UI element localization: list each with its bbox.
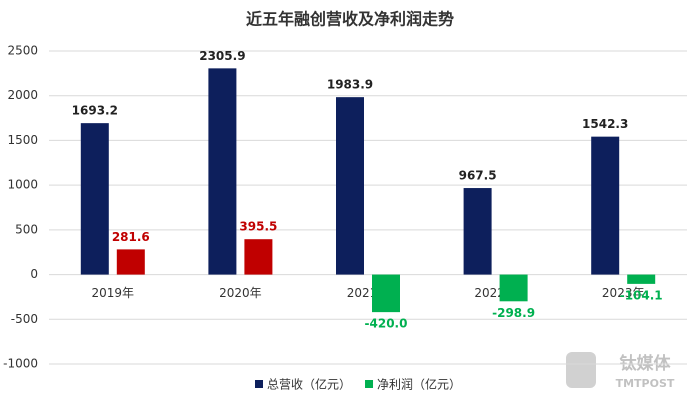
bar	[372, 274, 400, 313]
bar	[116, 249, 145, 275]
value-label: 1693.2	[72, 104, 118, 118]
y-tick-label: 2500	[7, 44, 38, 58]
value-label: 967.5	[459, 169, 497, 183]
y-tick-label: 1500	[7, 133, 38, 147]
y-tick-label: 2000	[7, 88, 38, 102]
bar	[591, 136, 620, 275]
y-tick-label: 1000	[7, 178, 38, 192]
legend-label: 总营收（亿元）	[267, 377, 351, 392]
x-tick-label: 2020年	[219, 286, 262, 300]
legend-swatch	[365, 380, 374, 388]
bar	[627, 274, 656, 284]
value-label: 1983.9	[327, 78, 373, 92]
bar	[208, 68, 237, 275]
value-label: -420.0	[365, 317, 408, 331]
value-label: 395.5	[239, 220, 277, 234]
value-label: -104.1	[620, 288, 663, 302]
value-label: 281.6	[112, 230, 150, 244]
bar	[336, 97, 364, 275]
bar	[244, 239, 273, 275]
y-tick-label: -1000	[3, 357, 38, 371]
x-tick-label: 2023年	[602, 286, 645, 300]
watermark: 钛媒体 TMTPOST	[566, 352, 675, 390]
y-tick-label: 0	[30, 267, 38, 281]
watermark-icon	[566, 352, 596, 388]
y-tick-label: 500	[15, 222, 38, 236]
bar	[463, 188, 492, 275]
y-tick-label: -500	[11, 312, 38, 326]
chart-title: 近五年融创营收及净利润走势	[246, 10, 454, 29]
legend-swatch	[255, 380, 263, 388]
value-label: 1542.3	[582, 117, 628, 131]
value-label: 2305.9	[199, 49, 245, 63]
bar	[499, 274, 528, 302]
legend-label: 净利润（亿元）	[377, 377, 461, 392]
watermark-sub: TMTPOST	[616, 377, 675, 390]
bar	[80, 123, 109, 275]
value-label: -298.9	[492, 306, 535, 320]
x-tick-label: 2019年	[92, 286, 135, 300]
